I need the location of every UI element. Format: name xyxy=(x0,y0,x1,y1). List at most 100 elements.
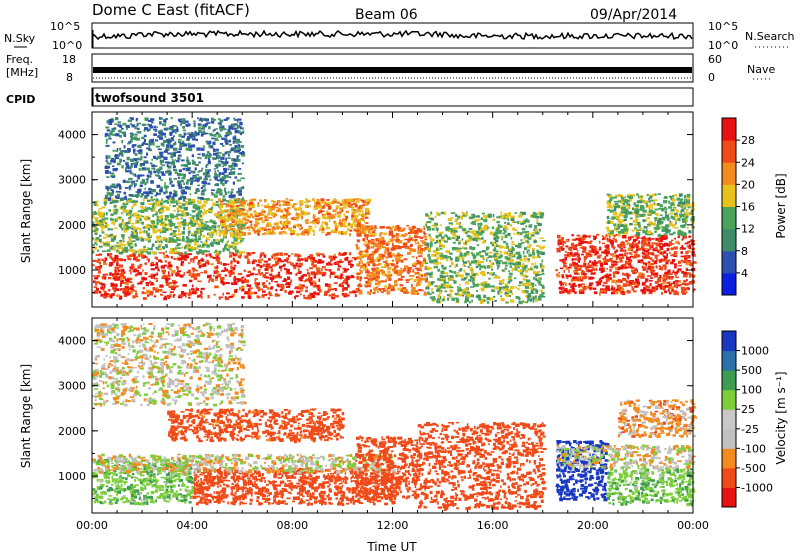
power-echo-cell xyxy=(208,140,212,145)
power-echo-cell xyxy=(133,227,137,230)
power-echo-cell xyxy=(384,249,387,253)
power-echo-cell xyxy=(403,268,406,272)
power-echo-cell xyxy=(287,207,291,210)
power-echo-cell xyxy=(402,287,407,291)
power-echo-cell xyxy=(120,240,122,243)
power-echo-cell xyxy=(148,188,152,191)
power-echo-cell xyxy=(94,239,98,242)
power-echo-cell xyxy=(146,194,150,196)
power-echo-cell xyxy=(518,214,523,218)
power-echo-cell xyxy=(471,213,474,217)
power-echo-cell xyxy=(229,206,234,210)
power-echo-cell xyxy=(235,288,238,292)
power-echo-cell xyxy=(284,227,286,231)
power-echo-cell xyxy=(181,246,184,249)
power-echo-cell xyxy=(519,257,523,261)
power-echo-cell xyxy=(137,122,142,125)
power-echo-cell xyxy=(222,223,226,225)
power-echo-cell xyxy=(471,299,473,303)
power-echo-cell xyxy=(436,289,441,292)
power-echo-cell xyxy=(180,190,183,193)
power-echo-cell xyxy=(222,248,225,253)
power-echo-cell xyxy=(135,153,138,156)
power-echo-cell xyxy=(397,273,402,276)
power-echo-cell xyxy=(148,171,151,173)
power-echo-cell xyxy=(315,252,320,256)
power-echo-cell xyxy=(322,217,328,220)
power-echo-cell xyxy=(185,147,189,151)
power-echo-cell xyxy=(312,264,317,268)
power-echo-cell xyxy=(234,176,238,179)
power-echo-cell xyxy=(124,286,129,289)
power-echo-cell xyxy=(689,263,694,267)
power-echo-cell xyxy=(154,277,159,280)
power-echo-cell xyxy=(527,240,530,244)
power-echo-cell xyxy=(449,227,454,231)
power-echo-cell xyxy=(107,155,111,159)
power-echo-cell xyxy=(291,205,295,209)
power-echo-cell xyxy=(642,236,646,239)
power-echo-cell xyxy=(424,277,428,281)
power-echo-cell xyxy=(388,254,393,258)
power-echo-cell xyxy=(226,132,231,135)
power-echo-cell xyxy=(275,202,279,206)
power-echo-cell xyxy=(304,228,308,232)
power-echo-cell xyxy=(447,230,451,232)
power-echo-cell xyxy=(670,243,675,245)
power-echo-cell xyxy=(255,220,259,223)
power-echo-cell xyxy=(519,272,524,275)
power-echo-cell xyxy=(476,244,480,247)
power-echo-cell xyxy=(336,212,341,215)
power-echo-cell xyxy=(431,287,433,291)
power-echo-cell xyxy=(346,275,351,279)
power-echo-cell xyxy=(244,279,249,283)
power-echo-cell xyxy=(111,174,116,178)
power-echo-cell xyxy=(181,135,185,138)
power-echo-cell xyxy=(295,286,298,290)
power-echo-cell xyxy=(201,181,206,184)
power-echo-cell xyxy=(242,232,247,236)
power-echo-cell xyxy=(490,285,495,288)
power-echo-cell xyxy=(159,192,161,195)
power-echo-cell xyxy=(194,191,198,194)
power-echo-cell xyxy=(93,275,98,277)
power-echo-cell xyxy=(456,286,459,288)
power-echo-cell xyxy=(230,168,233,172)
power-echo-cell xyxy=(524,239,527,243)
power-echo-cell xyxy=(291,217,296,220)
power-echo-cell xyxy=(236,146,240,151)
power-echo-cell xyxy=(465,232,468,235)
power-echo-cell xyxy=(415,242,417,245)
power-echo-cell xyxy=(491,243,495,247)
power-echo-cell xyxy=(158,176,161,180)
power-echo-cell xyxy=(122,122,127,126)
power-echo-cell xyxy=(213,251,216,254)
power-echo-cell xyxy=(512,267,516,270)
power-echo-cell xyxy=(452,233,456,237)
power-echo-cell xyxy=(534,295,537,298)
power-echo-cell xyxy=(381,270,386,274)
power-echo-cell xyxy=(481,212,485,215)
power-echo-cell xyxy=(391,246,395,249)
power-echo-cell xyxy=(180,221,186,224)
power-echo-cell xyxy=(221,239,224,243)
power-echo-cell xyxy=(187,269,191,273)
power-echo-cell xyxy=(182,235,185,239)
power-echo-cell xyxy=(488,265,493,268)
power-echo-cell xyxy=(655,265,658,269)
power-echo-cell xyxy=(170,116,173,120)
power-echo-cell xyxy=(395,258,400,262)
power-echo-cell xyxy=(396,260,399,265)
power-echo-cell xyxy=(112,287,117,290)
power-echo-cell xyxy=(446,259,449,262)
power-echo-cell xyxy=(537,253,540,257)
power-echo-cell xyxy=(523,238,526,240)
power-echo-cell xyxy=(107,162,112,165)
power-echo-cell xyxy=(538,228,541,230)
power-echo-cell xyxy=(134,295,139,298)
power-echo-cell xyxy=(152,230,158,234)
power-echo-cell xyxy=(218,171,221,176)
power-echo-cell xyxy=(417,246,420,250)
power-echo-cell xyxy=(135,292,138,296)
power-echo-cell xyxy=(99,241,105,244)
